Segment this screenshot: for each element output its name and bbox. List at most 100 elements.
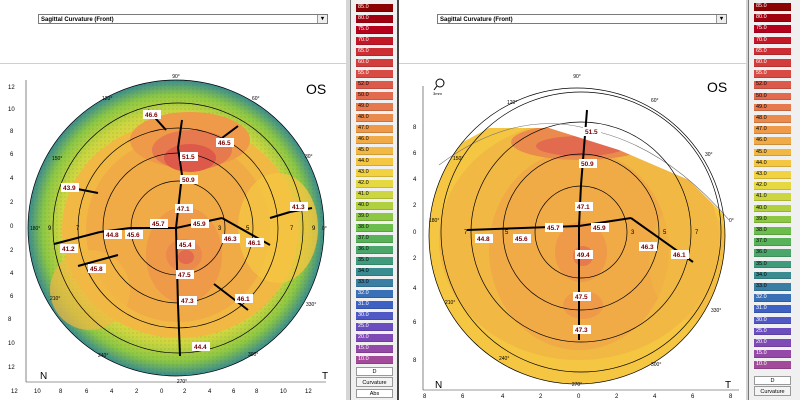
reading-label: 44.8 <box>106 232 119 239</box>
map-type-select-left[interactable]: Sagittal Curvature (Front) ▾ <box>38 14 328 24</box>
angle-label: 0° <box>729 218 734 224</box>
y-tick: 12 <box>8 365 15 371</box>
reading-label: 47.1 <box>177 206 190 213</box>
ring-label: 7 <box>76 226 80 232</box>
reading-label: 46.5 <box>218 140 231 147</box>
angle-label: 60° <box>252 96 260 102</box>
left-map-panel: Sagittal Curvature (Front) ▾ 12 10 8 6 4… <box>0 0 347 400</box>
reading-label: 47.3 <box>181 298 194 305</box>
temporal-label: T <box>322 371 328 382</box>
x-tick: 4 <box>653 394 657 400</box>
ring-label: 7 <box>695 230 699 236</box>
map-type-select-right[interactable]: Sagittal Curvature (Front) ▾ <box>437 14 727 24</box>
scale-swatch: 35.0 <box>356 257 393 265</box>
ring-label: 5 <box>505 230 509 236</box>
ring-label: 3 <box>218 226 222 232</box>
y-tick: 2 <box>10 248 14 254</box>
chevron-down-icon[interactable]: ▾ <box>317 15 327 23</box>
reading-label: 45.7 <box>152 221 165 228</box>
y-tick: 8 <box>413 358 417 364</box>
scale-swatch: 41.0 <box>754 193 791 201</box>
scale-swatch: 70.0 <box>356 37 393 45</box>
scale-swatch: 15.0 <box>754 350 791 358</box>
scale-swatch: 31.0 <box>754 305 791 313</box>
ring-label: 3 <box>631 230 635 236</box>
y-tick: 10 <box>8 107 15 113</box>
scale-swatch: 20.0 <box>754 339 791 347</box>
angle-label: 120° <box>102 96 112 102</box>
angle-label: 30° <box>305 154 313 160</box>
reading-label: 47.3 <box>575 327 588 334</box>
right-map-panel: Sagittal Curvature (Front) ▾ 8 6 4 2 0 2… <box>399 0 747 400</box>
y-tick: 6 <box>413 151 417 157</box>
map-type-value: Sagittal Curvature (Front) <box>440 17 513 23</box>
scale-type-button[interactable]: Curvature <box>754 386 791 396</box>
divider <box>399 63 746 64</box>
reading-label: 47.1 <box>577 204 590 211</box>
reading-label: 46.3 <box>224 236 237 243</box>
x-tick: 2 <box>135 389 139 395</box>
scale-swatch: 31.0 <box>356 301 393 309</box>
y-tick: 2 <box>413 203 417 209</box>
y-tick: 0 <box>413 230 417 236</box>
ring-label: 5 <box>246 226 250 232</box>
scale-swatch: 40.0 <box>754 204 791 213</box>
scale-swatch: 37.0 <box>754 238 791 246</box>
scale-swatch: 34.0 <box>356 268 393 276</box>
reading-label: 46.3 <box>641 244 654 251</box>
scale-swatch: 38.0 <box>754 227 791 235</box>
x-tick: 8 <box>423 394 427 400</box>
x-tick: 10 <box>34 389 41 395</box>
angle-label: 300° <box>248 352 258 358</box>
divider <box>0 63 346 64</box>
ring-label: 5 <box>663 230 667 236</box>
scale-swatch: 32.0 <box>356 290 393 298</box>
eye-label: OS <box>306 81 326 97</box>
scale-swatch: 55.0 <box>754 70 791 78</box>
angle-label: 270° <box>177 379 187 385</box>
angle-label: 150° <box>52 156 62 162</box>
scale-swatch: 49.0 <box>754 103 791 112</box>
reading-label: 45.7 <box>547 225 560 232</box>
x-tick: 2 <box>615 394 619 400</box>
x-tick: 12 <box>305 389 312 395</box>
scale-swatch: 50.0 <box>754 92 791 101</box>
ring-label: 9 <box>312 226 316 232</box>
y-tick: 6 <box>10 152 14 158</box>
scale-type-button[interactable]: Curvature <box>356 377 393 387</box>
scale-swatch: 52.0 <box>754 81 791 89</box>
x-tick: 12 <box>11 389 18 395</box>
scale-swatch: 48.0 <box>754 115 791 123</box>
angle-label: 270° <box>572 382 582 388</box>
reading-label: 41.3 <box>292 204 305 211</box>
scale-swatch: 42.0 <box>356 180 393 188</box>
scale-swatch: 48.0 <box>356 114 393 122</box>
zoom-icon[interactable] <box>433 78 445 91</box>
color-scale-right: 85.0 80.0 75.0 70.0 65.0 60.0 55.0 52.0 50.0 49.0… <box>748 0 800 400</box>
x-tick: 10 <box>280 389 287 395</box>
nasal-label: N <box>435 380 442 391</box>
reading-label: 49.4 <box>577 252 590 259</box>
angle-label: 90° <box>172 74 180 80</box>
scale-swatch: 25.0 <box>754 327 791 336</box>
scale-swatch: 75.0 <box>754 25 791 33</box>
ring-label: 9 <box>48 226 52 232</box>
y-tick: 8 <box>8 317 12 323</box>
scale-swatch: 45.0 <box>754 148 791 157</box>
y-tick: 0 <box>10 224 14 230</box>
scale-swatch: 85.0 <box>754 3 791 11</box>
chevron-down-icon[interactable]: ▾ <box>716 15 726 23</box>
scale-mode-button[interactable]: Abs <box>356 389 393 398</box>
scale-swatch: 75.0 <box>356 26 393 34</box>
y-tick: 8 <box>413 125 417 131</box>
reading-label: 41.2 <box>62 246 75 253</box>
left-curvature-map[interactable]: 12 10 8 6 4 2 0 2 4 6 8 10 12 12 10 8 6 … <box>0 64 346 400</box>
right-curvature-map[interactable]: 8 6 4 2 0 2 4 6 8 8 6 4 2 0 2 4 6 8 <box>399 64 746 400</box>
scale-swatch: 20.0 <box>356 334 393 342</box>
scale-swatch: 42.0 <box>754 182 791 190</box>
angle-label: 30° <box>705 152 713 158</box>
angle-label: 210° <box>445 300 455 306</box>
y-tick: 2 <box>413 256 417 262</box>
scale-swatch: 41.0 <box>356 191 393 199</box>
scale-swatch: 65.0 <box>754 47 791 56</box>
